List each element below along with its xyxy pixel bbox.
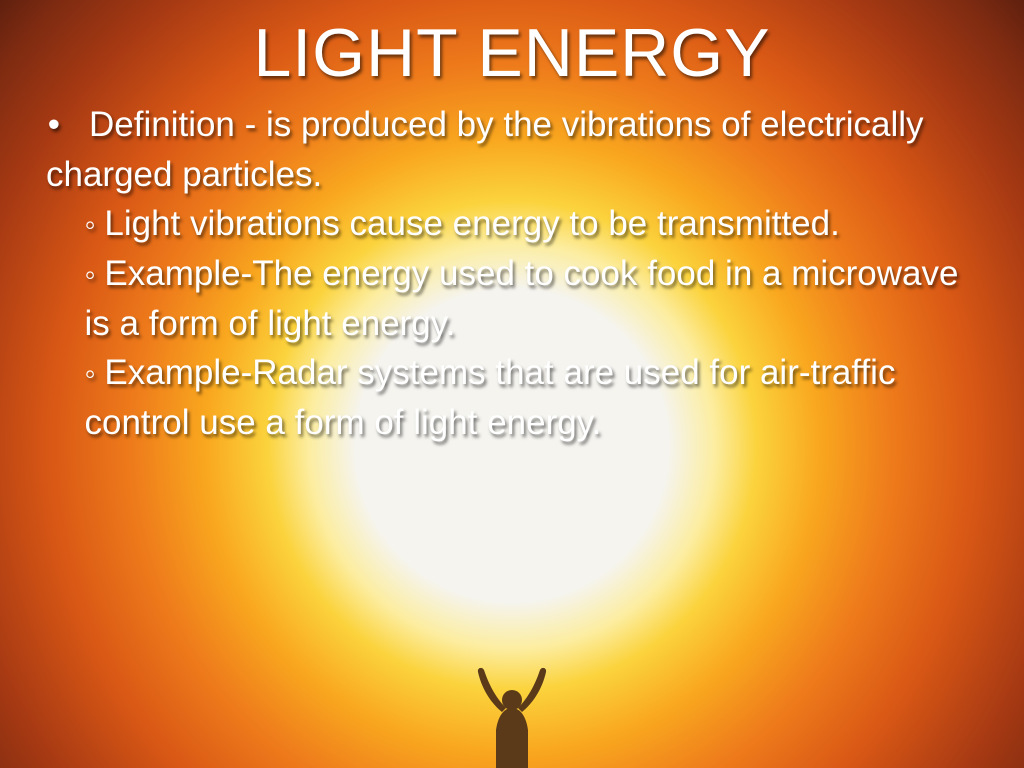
slide-body: Definition - is produced by the vibratio… — [46, 100, 978, 448]
sub-bullet-text: Light vibrations cause energy to be tran… — [104, 204, 839, 243]
slide: LIGHT ENERGY Definition - is produced by… — [0, 0, 1024, 768]
slide-title: LIGHT ENERGY — [46, 14, 978, 100]
sub-bullet: Light vibrations cause energy to be tran… — [46, 199, 978, 249]
sub-bullet-text: Example-The energy used to cook food in … — [85, 254, 959, 343]
sub-bullet-text: Example-Radar systems that are used for … — [85, 353, 896, 442]
bullet-list: Definition - is produced by the vibratio… — [46, 100, 978, 448]
bullet-lead-text: Definition - is produced by the vibratio… — [46, 105, 924, 194]
sub-bullet: Example-The energy used to cook food in … — [46, 249, 978, 348]
sub-bullet: Example-Radar systems that are used for … — [46, 348, 978, 447]
bullet-item: Definition - is produced by the vibratio… — [46, 100, 978, 448]
slide-content: LIGHT ENERGY Definition - is produced by… — [0, 0, 1024, 768]
